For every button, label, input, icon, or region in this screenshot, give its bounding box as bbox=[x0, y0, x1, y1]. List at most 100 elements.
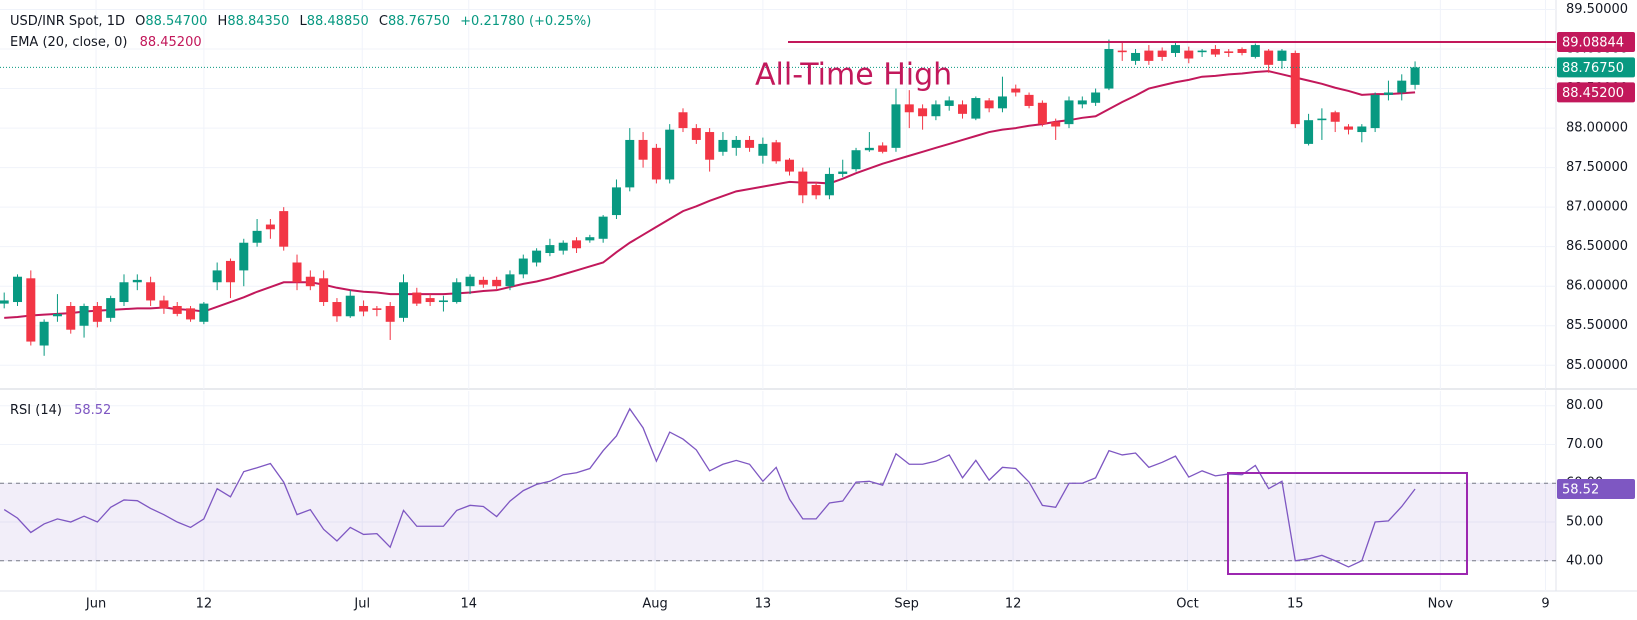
y-tick-label: 89.50000 bbox=[1566, 2, 1628, 17]
ohlc-label: O bbox=[135, 14, 145, 29]
candle-body bbox=[731, 139, 741, 148]
candle-body bbox=[92, 305, 102, 322]
y-tick-label: 87.50000 bbox=[1566, 160, 1628, 175]
candle-body bbox=[1210, 49, 1220, 55]
price-badge-label: 88.76750 bbox=[1562, 61, 1624, 76]
candle-body bbox=[1250, 45, 1260, 57]
candle-body bbox=[132, 279, 142, 283]
annotation: All-Time High bbox=[755, 58, 952, 93]
candle-body bbox=[13, 276, 23, 303]
candle-body bbox=[412, 292, 422, 304]
candle-body bbox=[811, 185, 821, 196]
candle-body bbox=[651, 147, 661, 180]
candle-body bbox=[292, 262, 302, 283]
candle-body bbox=[971, 98, 981, 119]
candle-body bbox=[252, 230, 262, 243]
candle-body bbox=[1011, 88, 1021, 93]
ohlc-label: C bbox=[379, 14, 388, 29]
ohlc-value: 88.76750 bbox=[388, 14, 450, 29]
candle-body bbox=[1064, 100, 1074, 125]
candle-body bbox=[0, 300, 9, 304]
candle-body bbox=[545, 245, 555, 254]
candle-body bbox=[678, 112, 688, 129]
y-tick-label: 86.50000 bbox=[1566, 239, 1628, 254]
y-tick-label: 80.00 bbox=[1566, 398, 1603, 413]
candle-body bbox=[532, 250, 542, 263]
candle-body bbox=[305, 276, 315, 287]
candle-body bbox=[199, 303, 209, 322]
rsi-name: RSI (14) bbox=[10, 403, 62, 418]
candle-body bbox=[691, 128, 701, 140]
x-tick-label: Oct bbox=[1176, 597, 1198, 612]
candle-body bbox=[1357, 126, 1367, 133]
candle-body bbox=[1224, 51, 1234, 53]
candle-body bbox=[332, 302, 342, 317]
candle-body bbox=[146, 282, 156, 301]
candle-body bbox=[345, 295, 355, 317]
candle-body bbox=[212, 270, 222, 283]
candle-body bbox=[186, 308, 196, 320]
candle-body bbox=[958, 104, 968, 114]
candle-body bbox=[1344, 126, 1354, 130]
x-tick-label: Nov bbox=[1428, 597, 1454, 612]
candle-body bbox=[798, 171, 808, 196]
price-badge bbox=[1557, 32, 1635, 53]
y-tick-label: 40.00 bbox=[1566, 553, 1603, 568]
change: +0.21780 (+0.25%) bbox=[460, 14, 591, 29]
ohlc-label: H bbox=[218, 14, 228, 29]
candle-body bbox=[1144, 50, 1154, 61]
ema-name: EMA (20, close, 0) bbox=[10, 35, 127, 50]
candle-body bbox=[984, 100, 994, 109]
price-badge-label: 58.52 bbox=[1562, 482, 1599, 497]
candle-body bbox=[518, 258, 528, 275]
candle-body bbox=[1197, 50, 1207, 53]
candle-body bbox=[625, 139, 635, 188]
candle-body bbox=[478, 279, 488, 285]
candle-body bbox=[425, 298, 435, 303]
candle-body bbox=[106, 298, 116, 318]
x-tick-label: 9 bbox=[1541, 597, 1549, 612]
candle-body bbox=[1037, 102, 1047, 125]
candle-body bbox=[572, 240, 582, 249]
candle-body bbox=[1290, 52, 1300, 125]
x-tick-label: Jun bbox=[85, 597, 106, 612]
plot bbox=[0, 0, 1556, 591]
ema-line bbox=[4, 70, 1416, 319]
candle-body bbox=[1330, 112, 1340, 122]
highlight-box bbox=[1227, 472, 1468, 575]
x-tick-label: 14 bbox=[460, 597, 477, 612]
ohlc-value: 88.54700 bbox=[145, 14, 207, 29]
symbol: USD/INR Spot, 1D bbox=[10, 14, 125, 29]
candle-body bbox=[931, 104, 941, 117]
candle-body bbox=[665, 129, 675, 180]
candle-body bbox=[838, 171, 848, 174]
candle-body bbox=[771, 142, 781, 162]
candle-body bbox=[891, 104, 901, 148]
header: USD/INR Spot, 1D O88.54700 H88.84350 L88… bbox=[10, 14, 591, 29]
candle-body bbox=[878, 145, 888, 152]
candle-body bbox=[585, 237, 595, 241]
x-tick-label: 12 bbox=[196, 597, 213, 612]
candle-body bbox=[997, 96, 1007, 109]
candle-body bbox=[705, 132, 715, 160]
candle-body bbox=[1410, 67, 1420, 85]
candle-body bbox=[265, 224, 275, 230]
candle-body bbox=[611, 187, 621, 216]
y-tick-label: 50.00 bbox=[1566, 515, 1603, 530]
candle-body bbox=[1184, 50, 1194, 59]
ema-legend: EMA (20, close, 0) 88.45200 bbox=[10, 35, 202, 50]
rsi-value: 58.52 bbox=[74, 403, 111, 418]
candle-body bbox=[558, 242, 568, 251]
candle-body bbox=[944, 100, 954, 106]
candle-body bbox=[359, 305, 369, 312]
y-tick-label: 85.50000 bbox=[1566, 318, 1628, 333]
y-tick-label: 88.00000 bbox=[1566, 121, 1628, 136]
x-tick-label: Aug bbox=[642, 597, 667, 612]
candle-body bbox=[79, 305, 89, 326]
candle-body bbox=[718, 139, 728, 152]
price-badge bbox=[1557, 82, 1635, 103]
candle-body bbox=[904, 104, 914, 113]
candle-body bbox=[1131, 52, 1141, 61]
candle-body bbox=[172, 305, 182, 314]
